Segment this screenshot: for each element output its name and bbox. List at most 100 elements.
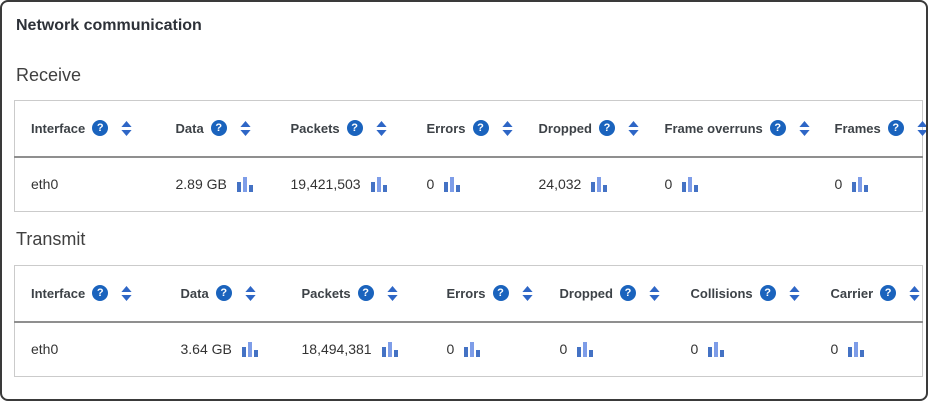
sort-arrows-icon[interactable] — [245, 285, 256, 301]
column-label: Carrier — [830, 285, 874, 301]
help-icon[interactable]: ? — [492, 285, 509, 302]
interface-name: eth0 — [31, 176, 59, 193]
help-icon[interactable]: ? — [769, 120, 786, 137]
help-icon[interactable]: ? — [215, 285, 232, 302]
sort-arrows-icon[interactable] — [387, 285, 398, 301]
transmit-cell-collisions: 0 — [675, 322, 815, 377]
help-icon[interactable]: ? — [92, 285, 109, 302]
column-label: Dropped — [559, 285, 613, 301]
mini-bar-chart-icon[interactable] — [241, 341, 259, 358]
receive-column-header-dropped: Dropped ? — [522, 100, 649, 158]
transmit-cell-errors: 0 — [431, 322, 544, 377]
receive-cell-dropped: 24,032 — [523, 157, 649, 212]
transmit-section-heading: Transmit — [16, 229, 86, 249]
column-label: Frames — [834, 120, 881, 136]
transmit-column-header-data: Data ? — [164, 265, 286, 323]
column-label: Frame overruns — [664, 120, 763, 136]
cell-value: 0 — [690, 341, 699, 358]
mini-bar-chart-icon[interactable] — [848, 341, 865, 358]
receive-column-header-frame-overruns: Frame overruns ? — [648, 100, 819, 158]
receive-column-header-interface: Interface ? — [14, 100, 160, 158]
transmit-cell-data: 3.64 GB — [165, 322, 286, 377]
sort-arrows-icon[interactable] — [628, 120, 639, 136]
transmit-column-header-carrier: Carrier ? — [814, 265, 923, 323]
transmit-column-header-packets: Packets ? — [285, 265, 431, 323]
cell-value: 19,421,503 — [290, 176, 361, 193]
cell-value: 0 — [446, 341, 455, 358]
receive-table: Interface ? Data ? Packets ? — [14, 100, 926, 212]
mini-bar-chart-icon[interactable] — [852, 176, 869, 193]
cell-value: 2.89 GB — [175, 176, 227, 193]
mini-bar-chart-icon[interactable] — [591, 176, 608, 193]
receive-cell-packets: 19,421,503 — [275, 157, 411, 212]
transmit-cell-packets: 18,494,381 — [286, 322, 431, 377]
cell-value: 18,494,381 — [301, 341, 372, 358]
help-icon[interactable]: ? — [619, 285, 636, 302]
sort-arrows-icon[interactable] — [799, 120, 810, 136]
sort-arrows-icon[interactable] — [240, 120, 251, 136]
help-icon[interactable]: ? — [92, 120, 109, 137]
receive-section-heading: Receive — [16, 65, 82, 85]
receive-column-header-errors: Errors ? — [410, 100, 523, 158]
receive-column-header-packets: Packets ? — [274, 100, 411, 158]
cell-value: 24,032 — [538, 176, 582, 193]
column-label: Collisions — [690, 285, 753, 301]
cell-value: 0 — [426, 176, 435, 193]
cell-value: 0 — [830, 341, 839, 358]
help-icon[interactable]: ? — [210, 120, 227, 137]
transmit-table: Interface ? Data ? Packets ? — [14, 265, 923, 377]
sort-arrows-icon[interactable] — [501, 120, 513, 136]
column-label: Packets — [290, 120, 340, 136]
sort-arrows-icon[interactable] — [917, 120, 926, 136]
column-label: Data — [175, 120, 204, 136]
column-label: Errors — [446, 285, 486, 301]
column-label: Interface — [31, 120, 86, 136]
receive-cell-errors: 0 — [411, 157, 523, 212]
sort-arrows-icon[interactable] — [649, 285, 660, 301]
sort-arrows-icon[interactable] — [376, 120, 387, 136]
mini-bar-chart-icon[interactable] — [370, 176, 388, 193]
sort-arrows-icon[interactable] — [521, 285, 533, 301]
receive-column-header-frames: Frames ? — [818, 100, 926, 158]
help-icon[interactable]: ? — [880, 285, 897, 302]
receive-cell-frame-overruns: 0 — [649, 157, 819, 212]
cell-value: 0 — [834, 176, 843, 193]
cell-value: 0 — [559, 341, 568, 358]
help-icon[interactable]: ? — [357, 285, 374, 302]
transmit-column-header-errors: Errors ? — [430, 265, 544, 323]
cell-value: 0 — [664, 176, 673, 193]
mini-bar-chart-icon[interactable] — [708, 341, 725, 358]
sort-arrows-icon[interactable] — [121, 120, 132, 136]
help-icon[interactable]: ? — [759, 285, 776, 302]
help-icon[interactable]: ? — [346, 120, 363, 137]
mini-bar-chart-icon[interactable] — [682, 176, 699, 193]
panel-title: Network communication — [16, 17, 202, 34]
mini-bar-chart-icon[interactable] — [464, 341, 481, 358]
mini-bar-chart-icon[interactable] — [381, 341, 399, 358]
help-icon[interactable]: ? — [887, 120, 904, 137]
transmit-column-header-interface: Interface ? — [14, 265, 165, 323]
help-icon[interactable]: ? — [598, 120, 615, 137]
transmit-cell-interface: eth0 — [15, 322, 165, 377]
receive-cell-interface: eth0 — [15, 157, 160, 212]
mini-bar-chart-icon[interactable] — [577, 341, 594, 358]
mini-bar-chart-icon[interactable] — [236, 176, 254, 193]
transmit-cell-dropped: 0 — [544, 322, 675, 377]
help-icon[interactable]: ? — [472, 120, 489, 137]
receive-header-row: Interface ? Data ? Packets ? — [14, 100, 926, 158]
transmit-header-row: Interface ? Data ? Packets ? — [14, 265, 923, 323]
transmit-table-row: eth0 3.64 GB 18,494,381 0 — [15, 322, 923, 377]
transmit-cell-carrier: 0 — [815, 322, 923, 377]
column-label: Dropped — [538, 120, 592, 136]
sort-arrows-icon[interactable] — [909, 285, 920, 301]
cell-value: 3.64 GB — [180, 341, 232, 358]
sort-arrows-icon[interactable] — [121, 285, 132, 301]
interface-name: eth0 — [31, 341, 59, 358]
transmit-column-header-collisions: Collisions ? — [674, 265, 815, 323]
transmit-column-header-dropped: Dropped ? — [543, 265, 675, 323]
column-label: Interface — [31, 285, 86, 301]
receive-cell-data: 2.89 GB — [160, 157, 275, 212]
mini-bar-chart-icon[interactable] — [444, 176, 461, 193]
sort-arrows-icon[interactable] — [789, 285, 800, 301]
